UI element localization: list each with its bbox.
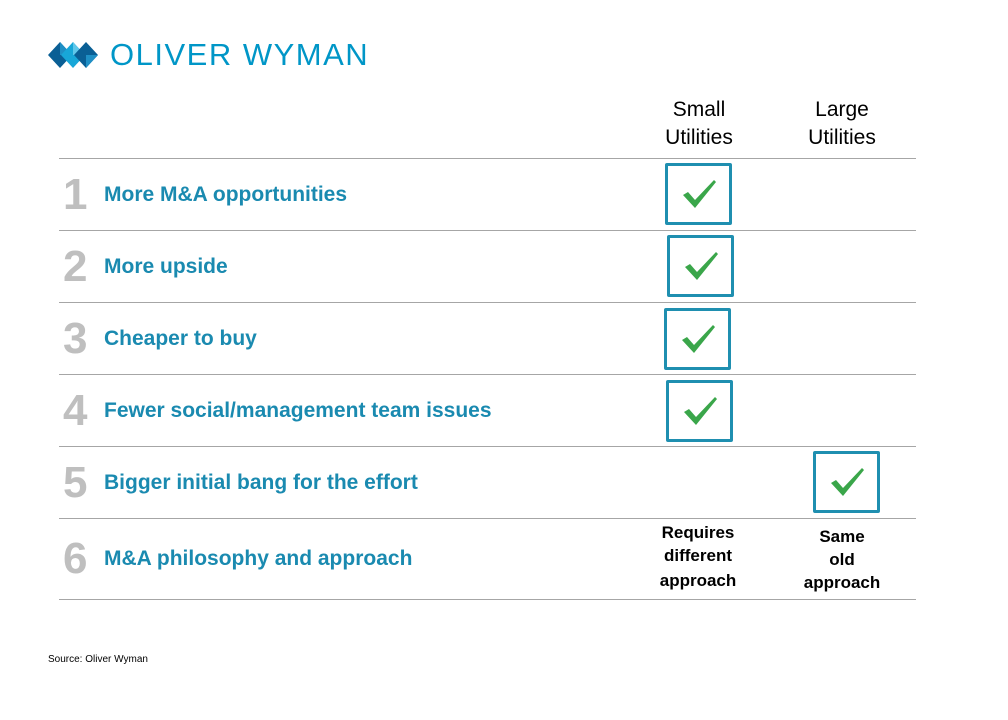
approach-small-utilities: Requires different approach [638,521,758,592]
approach-line: Requires [661,523,735,542]
row-label: More upside [104,254,228,278]
row-label: Cheaper to buy [104,326,257,350]
column-header-small-utilities: Small Utilities [639,96,759,152]
column-header-line: Large [815,98,869,121]
approach-line: Same [819,527,865,546]
table-row: 4 Fewer social/management team issues [59,374,916,446]
source-note: Source: Oliver Wyman [48,654,148,665]
oliver-wyman-logo-icon [48,42,98,68]
row-label: More M&A opportunities [104,182,348,206]
checkmark-icon [683,397,717,425]
check-box-row-2-small [667,235,734,297]
row-number: 4 [63,385,88,435]
table-row: 1 More M&A opportunities [59,158,916,230]
table-row: 3 Cheaper to buy [59,302,916,374]
table-row: 5 Bigger initial bang for the effort [59,446,916,518]
brand-logo: OLIVER WYMAN [48,38,369,72]
approach-line: old [829,550,855,569]
check-box-row-5-large [813,451,880,513]
table-row: 6 M&A philosophy and approach [59,518,916,600]
row-label: Fewer social/management team issues [104,398,492,422]
approach-line: approach [803,573,881,592]
column-header-line: Small [672,98,726,121]
comparison-table: 1 More M&A opportunities 2 More upside 3… [59,158,916,600]
row-number: 2 [63,241,88,291]
column-header-line: Utilities [808,126,876,149]
approach-line: different [664,546,732,565]
table-row: 2 More upside [59,230,916,302]
brand-name: OLIVER WYMAN [110,37,370,72]
checkmark-icon [684,252,718,280]
check-box-row-1-small [665,163,732,225]
checkmark-icon [681,325,715,353]
column-header-line: Utilities [665,126,733,149]
row-label: M&A philosophy and approach [104,547,413,570]
row-number: 5 [63,457,88,507]
column-header-large-utilities: Large Utilities [782,96,902,152]
check-box-row-4-small [666,380,733,442]
row-number: 3 [63,313,88,363]
approach-large-utilities: Same old approach [782,525,902,594]
approach-line: approach [659,571,737,590]
row-number: 1 [63,169,88,219]
checkmark-icon [830,468,864,496]
checkmark-icon [682,180,716,208]
check-box-row-3-small [664,308,731,370]
row-label: Bigger initial bang for the effort [104,470,418,494]
row-number: 6 [63,534,88,583]
